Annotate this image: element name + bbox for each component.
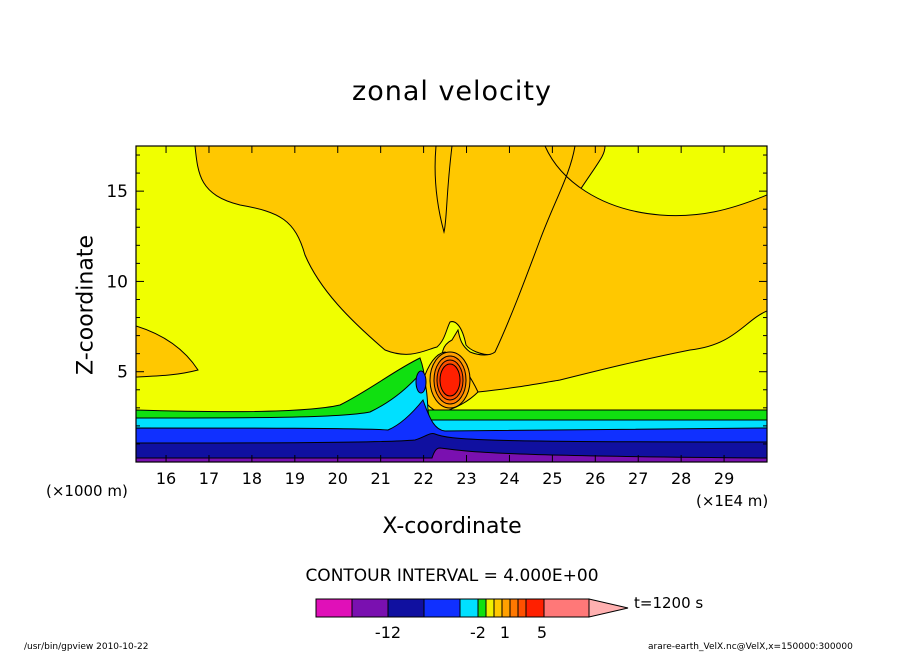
- x-tick-label: 21: [370, 469, 390, 488]
- colorbar-label: 1: [500, 623, 510, 642]
- x-tick-label: 29: [714, 469, 734, 488]
- x-tick-label: 16: [156, 469, 176, 488]
- plot-frame: [135, 145, 768, 463]
- x-tick-label: 22: [413, 469, 433, 488]
- region-orange-left: [136, 325, 199, 378]
- x-unit-right: (×1E4 m): [696, 492, 769, 510]
- region-dark-blue: [136, 433, 767, 462]
- colorbar-cell: [501, 598, 511, 618]
- x-unit-left: (×1000 m): [46, 482, 128, 500]
- x-tick-label: 26: [585, 469, 605, 488]
- x-axis-label: X-coordinate: [382, 514, 522, 539]
- colorbar-label: -12: [375, 623, 401, 642]
- x-tick-label: 28: [671, 469, 691, 488]
- colorbar-cell: [543, 598, 590, 618]
- colorbar-cell: [351, 598, 389, 618]
- colorbar-cell: [525, 598, 545, 618]
- x-tick-label: 25: [542, 469, 562, 488]
- y-tick-label: 5: [117, 363, 128, 383]
- region-core-3: [439, 363, 461, 397]
- colorbar-cell: [509, 598, 519, 618]
- field-layer: [136, 146, 767, 462]
- time-label: t=1200 s: [634, 594, 704, 612]
- colorbar-cell: [517, 598, 527, 618]
- axes-layer: 16 17 18 19 20 21 22 23 24 25 26 27 28 29 5 10 15: [106, 145, 768, 488]
- footer-right: arare-earth_VelX.nc@VelX,x=150000:300000: [648, 642, 853, 652]
- colorbar-cell: [423, 598, 461, 618]
- x-tick-label: 23: [456, 469, 476, 488]
- chart-title: zonal velocity: [352, 76, 552, 107]
- footer-left: /usr/bin/gpview 2010-10-22: [24, 642, 149, 652]
- colorbar: -12 -2 1 5: [315, 598, 629, 642]
- colorbar-cell: [485, 598, 495, 618]
- colorbar-triangle: [588, 598, 629, 618]
- colorbar-label: 5: [537, 623, 547, 642]
- colorbar-cell: [477, 598, 487, 618]
- colorbar-cell: [493, 598, 503, 618]
- x-tick-label: 20: [328, 469, 348, 488]
- region-purple: [136, 447, 767, 462]
- colorbar-cell: [315, 598, 353, 618]
- contour-interval-label: CONTOUR INTERVAL = 4.000E+00: [305, 566, 599, 586]
- x-tick-label: 19: [285, 469, 305, 488]
- colorbar-cell: [459, 598, 479, 618]
- x-tick-label: 27: [628, 469, 648, 488]
- y-tick-label: 15: [106, 182, 128, 202]
- x-tick-label: 17: [199, 469, 219, 488]
- colorbar-label: -2: [470, 623, 486, 642]
- region-orange-top-streak: [434, 146, 453, 234]
- colorbar-cell: [387, 598, 425, 618]
- x-tick-label: 24: [499, 469, 519, 488]
- y-axis-label: Z-coordinate: [73, 235, 99, 375]
- region-blue-blob: [415, 370, 427, 394]
- x-tick-label: 18: [242, 469, 262, 488]
- y-tick-label: 10: [106, 272, 128, 292]
